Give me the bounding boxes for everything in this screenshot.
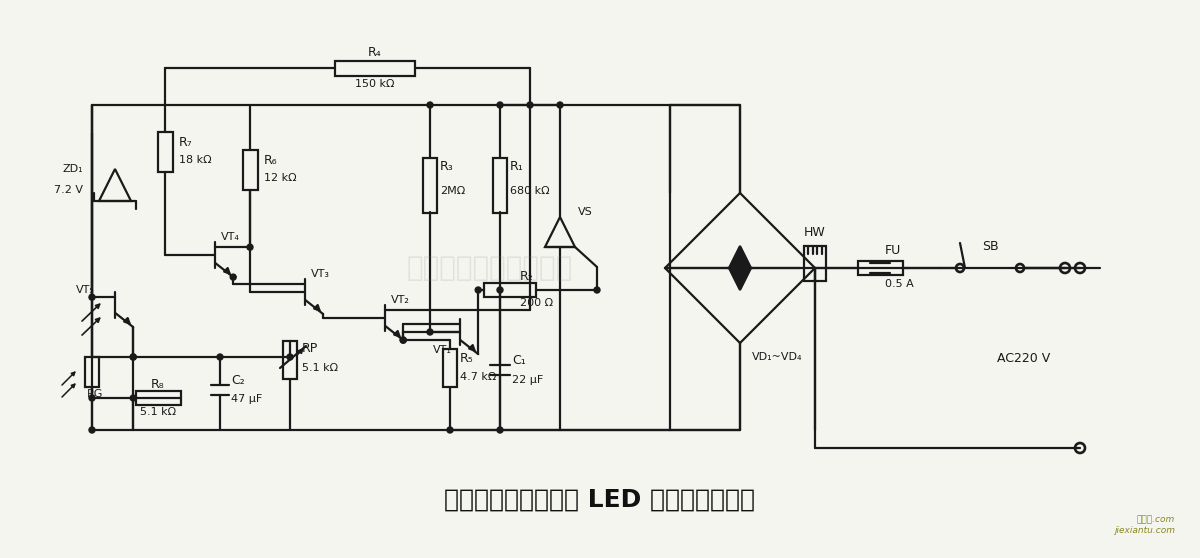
Text: VT₁: VT₁ xyxy=(433,345,452,355)
Text: 150 kΩ: 150 kΩ xyxy=(355,79,395,89)
Bar xyxy=(85,357,98,387)
Text: SB: SB xyxy=(982,239,998,253)
Bar xyxy=(493,157,508,213)
Text: RG: RG xyxy=(86,389,103,399)
Circle shape xyxy=(594,287,600,293)
Text: 高节电率的光控白光 LED 照明灯电路原理: 高节电率的光控白光 LED 照明灯电路原理 xyxy=(444,488,756,512)
Bar xyxy=(335,60,415,75)
Circle shape xyxy=(427,102,433,108)
Text: VT₂: VT₂ xyxy=(391,295,410,305)
Polygon shape xyxy=(730,246,751,268)
Text: VT₅: VT₅ xyxy=(77,285,95,295)
Text: 2MΩ: 2MΩ xyxy=(440,186,466,196)
Bar xyxy=(157,132,173,172)
Text: C₂: C₂ xyxy=(230,374,245,387)
Text: 5.1 kΩ: 5.1 kΩ xyxy=(302,363,338,373)
Bar xyxy=(858,261,902,275)
Text: R₆: R₆ xyxy=(264,153,277,166)
Text: FU: FU xyxy=(886,243,901,257)
Text: 12 kΩ: 12 kΩ xyxy=(264,173,296,183)
Circle shape xyxy=(497,427,503,433)
Text: VD₁~VD₄: VD₁~VD₄ xyxy=(752,352,803,362)
Text: 7.2 V: 7.2 V xyxy=(54,185,83,195)
Text: R₄: R₄ xyxy=(368,46,382,59)
Circle shape xyxy=(446,427,454,433)
Circle shape xyxy=(557,102,563,108)
Text: 200 Ω: 200 Ω xyxy=(520,298,553,308)
Circle shape xyxy=(247,244,253,250)
Bar xyxy=(283,341,298,379)
Circle shape xyxy=(130,395,137,401)
Circle shape xyxy=(217,354,223,360)
Bar xyxy=(424,157,437,213)
Text: 47 μF: 47 μF xyxy=(230,394,263,404)
Text: R₂: R₂ xyxy=(520,270,534,282)
Circle shape xyxy=(427,329,433,335)
Text: VT₄: VT₄ xyxy=(221,232,240,242)
Circle shape xyxy=(401,337,406,343)
Circle shape xyxy=(497,287,503,293)
Circle shape xyxy=(89,395,95,401)
Text: RP: RP xyxy=(302,341,318,354)
Bar xyxy=(242,150,258,190)
Text: 5.1 kΩ: 5.1 kΩ xyxy=(140,407,176,417)
Text: 4.7 kΩ: 4.7 kΩ xyxy=(460,372,497,382)
Circle shape xyxy=(230,274,236,280)
Text: VS: VS xyxy=(578,207,593,217)
Text: AC220 V: AC220 V xyxy=(997,352,1050,364)
Circle shape xyxy=(89,294,95,300)
Circle shape xyxy=(130,354,137,360)
Text: R₈: R₈ xyxy=(151,378,164,391)
Circle shape xyxy=(497,102,503,108)
Text: R₃: R₃ xyxy=(440,161,454,174)
Text: 接线图.com
jiexiantu.com: 接线图.com jiexiantu.com xyxy=(1114,516,1175,535)
Circle shape xyxy=(89,427,95,433)
Polygon shape xyxy=(730,268,751,290)
Text: 0.5 A: 0.5 A xyxy=(886,279,913,289)
Bar xyxy=(804,246,826,281)
Text: R₇: R₇ xyxy=(179,136,193,148)
Text: C₁: C₁ xyxy=(512,354,526,367)
Circle shape xyxy=(475,287,481,293)
Circle shape xyxy=(401,337,406,343)
Circle shape xyxy=(287,354,293,360)
Text: HW: HW xyxy=(804,226,826,239)
Circle shape xyxy=(527,102,533,108)
Bar xyxy=(484,283,536,297)
Bar xyxy=(136,391,180,405)
Text: R₁: R₁ xyxy=(510,161,523,174)
Text: 680 kΩ: 680 kΩ xyxy=(510,186,550,196)
Text: VT₃: VT₃ xyxy=(311,269,330,279)
Text: R₅: R₅ xyxy=(460,352,474,364)
Text: 杭州峰睿科技有限公司: 杭州峰睿科技有限公司 xyxy=(407,254,574,282)
Circle shape xyxy=(130,354,137,360)
Text: 18 kΩ: 18 kΩ xyxy=(179,155,211,165)
Text: 22 μF: 22 μF xyxy=(512,375,544,385)
Bar xyxy=(443,349,457,387)
Text: ZD₁: ZD₁ xyxy=(62,164,83,174)
